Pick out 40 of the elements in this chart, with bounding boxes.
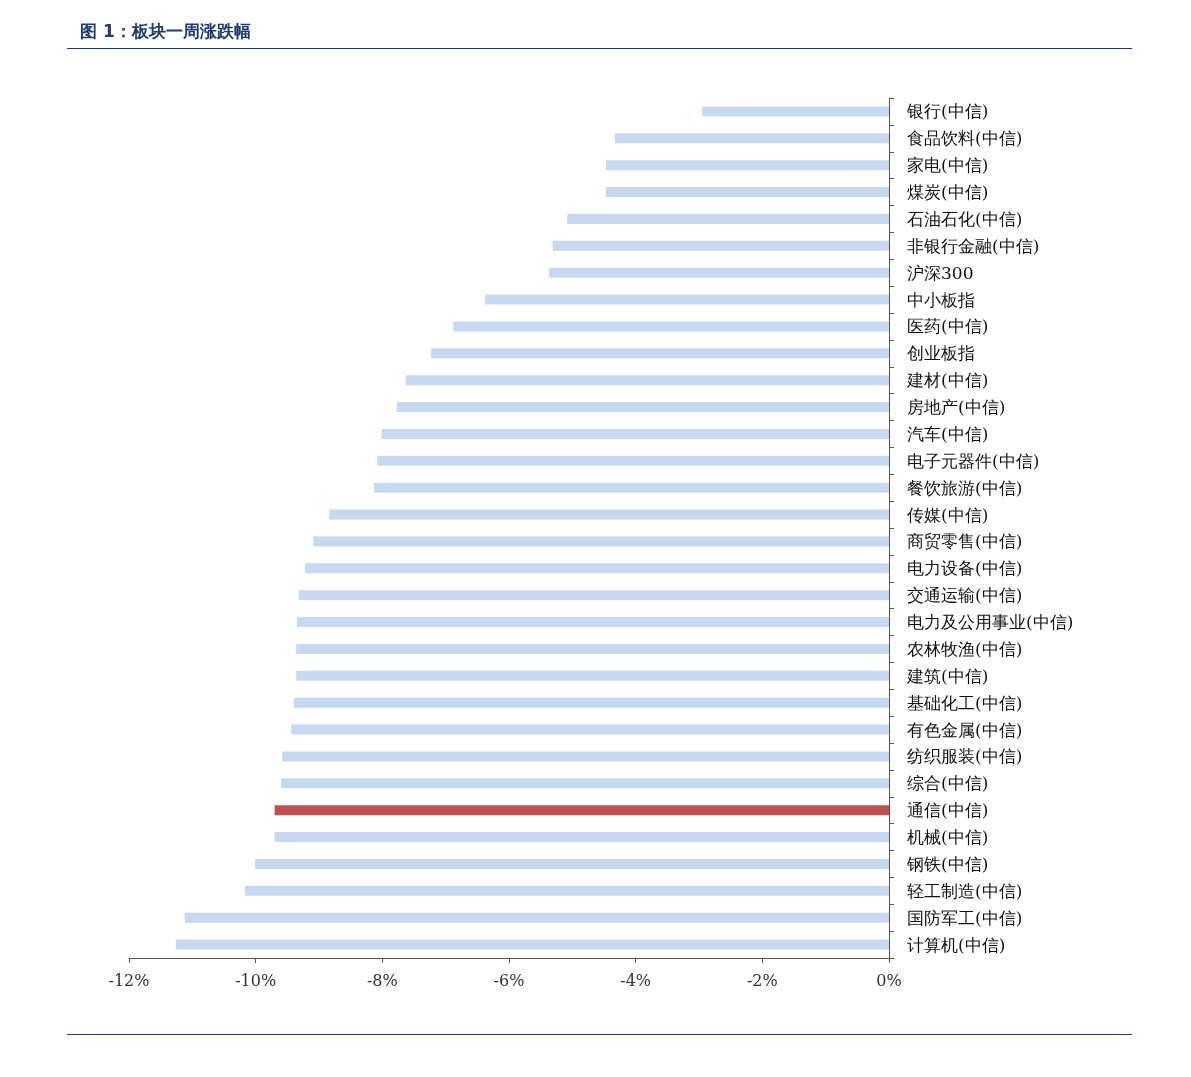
x-tick-label: 0%	[876, 970, 902, 990]
x-tick-label: -12%	[108, 970, 150, 990]
y-tick-label: 商贸零售(中信)	[907, 531, 1023, 552]
y-tick-label: 中小板指	[907, 289, 975, 310]
y-tick-label: 餐饮旅游(中信)	[907, 477, 1023, 498]
x-tick-label: -4%	[620, 970, 652, 990]
y-tick-label: 医药(中信)	[907, 316, 989, 337]
y-tick-label: 机械(中信)	[907, 827, 989, 848]
y-tick-label: 家电(中信)	[907, 155, 989, 176]
y-tick-label: 交通运输(中信)	[907, 585, 1023, 606]
y-tick-label: 建材(中信)	[906, 370, 989, 391]
y-tick-label: 通信(中信)	[907, 800, 989, 821]
y-tick-label: 非银行金融(中信)	[907, 235, 1040, 256]
y-tick-label: 有色金属(中信)	[907, 719, 1023, 740]
y-tick-label: 建筑(中信)	[906, 665, 989, 686]
x-tick-label: -6%	[493, 970, 525, 990]
y-tick-label: 电子元器件(中信)	[907, 450, 1040, 471]
y-tick-label: 食品饮料(中信)	[907, 128, 1023, 149]
y-tick-label: 汽车(中信)	[907, 423, 989, 444]
y-tick-label: 煤炭(中信)	[907, 182, 989, 203]
x-tick-label: -8%	[366, 970, 398, 990]
y-tick-label: 银行(中信)	[906, 101, 989, 122]
x-tick-label: -10%	[235, 970, 277, 990]
x-tick-label: -2%	[746, 970, 778, 990]
y-tick-label: 国防军工(中信)	[907, 907, 1023, 928]
y-tick-label: 创业板指	[907, 343, 975, 364]
y-tick-label: 轻工制造(中信)	[907, 880, 1023, 901]
y-tick-label: 综合(中信)	[907, 773, 989, 794]
y-tick-label: 电力设备(中信)	[907, 558, 1023, 579]
y-tick-label: 电力及公用事业(中信)	[907, 612, 1074, 633]
y-tick-label: 基础化工(中信)	[907, 692, 1023, 713]
y-tick-label: 纺织服装(中信)	[907, 746, 1023, 767]
y-tick-label: 房地产(中信)	[907, 397, 1006, 418]
y-tick-label: 农林牧渔(中信)	[907, 638, 1023, 659]
y-tick-label: 沪深300	[907, 262, 974, 283]
y-tick-label: 计算机(中信)	[907, 934, 1006, 955]
y-tick-label: 传媒(中信)	[907, 504, 989, 525]
chart-title: 图 1：板块一周涨跌幅	[67, 20, 1132, 49]
y-tick-label: 钢铁(中信)	[906, 853, 989, 874]
y-tick-label: 石油石化(中信)	[907, 208, 1023, 229]
